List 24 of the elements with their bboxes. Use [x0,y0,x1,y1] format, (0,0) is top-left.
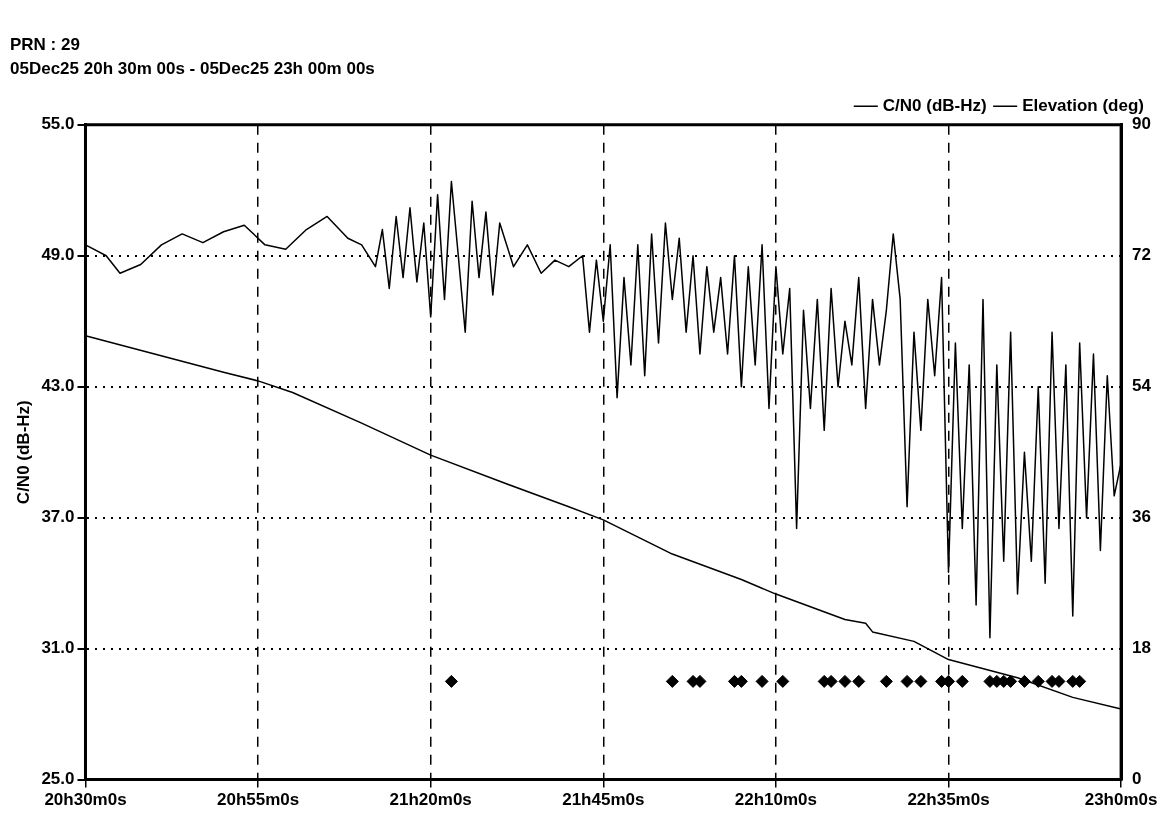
y-axis-title: C/N0 (dB-Hz) [13,400,33,505]
x-tick-label: 20h30m0s [44,790,127,810]
y-tick-label: 43.0 [41,376,75,396]
y-tick-label: 55.0 [41,114,75,134]
y2-tick-label: 54 [1132,376,1152,396]
legend-label: Elevation (deg) [1022,95,1145,115]
x-tick-label: 22h10m0s [734,790,818,810]
legend-label: C/N0 (dB-Hz) [882,95,987,115]
chart-title: PRN : 29 [10,34,80,54]
y-tick-label: 25.0 [41,769,75,789]
chart-subtitle: 05Dec25 20h 30m 00s - 05Dec25 23h 00m 00s [10,59,375,79]
y2-tick-label: 36 [1132,507,1152,527]
x-tick-label: 20h55m0s [216,790,300,810]
y-tick-label: 31.0 [41,638,75,658]
x-tick-label: 22h35m0s [907,790,990,810]
y2-tick-label: 90 [1132,114,1152,134]
y2-tick-label: 0 [1132,769,1142,789]
x-tick-label: 21h45m0s [562,790,645,810]
y-tick-label: 37.0 [41,507,75,527]
y2-tick-label: 18 [1132,638,1152,658]
x-tick-label: 21h20m0s [389,790,472,810]
y2-tick-label: 72 [1132,245,1152,265]
x-tick-label: 23h0m0s [1084,790,1158,810]
y-tick-label: 49.0 [41,245,75,265]
